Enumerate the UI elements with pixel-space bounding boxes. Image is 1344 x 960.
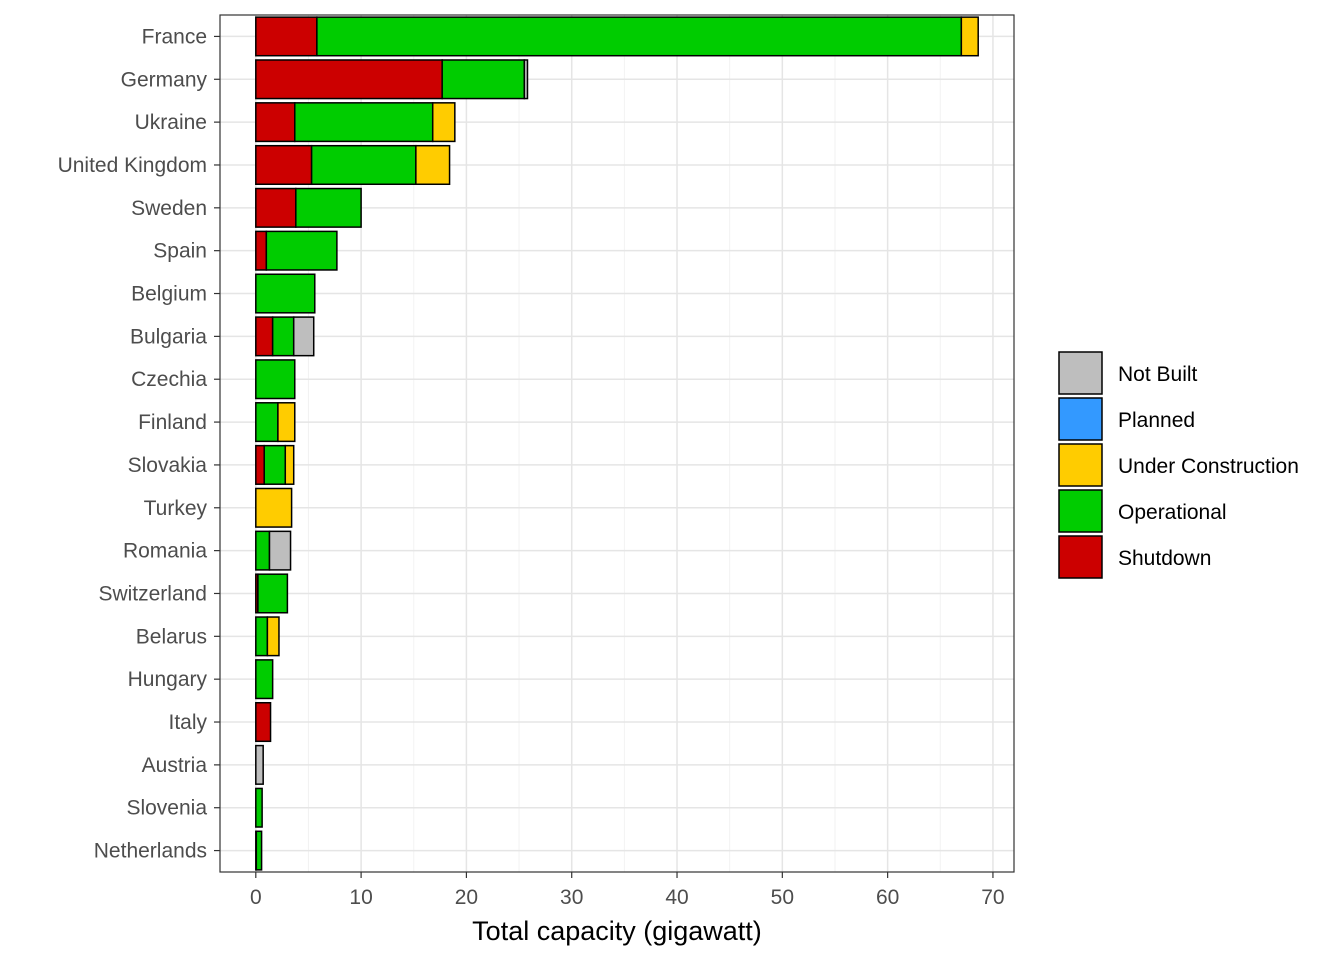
x-tick-label: 30 [560,886,583,909]
legend-key-planned [1058,397,1103,441]
bar-italy-shutdown [255,701,272,743]
bar-hungary-operational [255,659,274,700]
bar-ukraine-under-construction [431,102,456,143]
bar-germany-not-built [523,59,529,100]
bar-slovenia-operational [255,787,263,828]
x-axis: 0 10 20 30 40 50 60 70 [250,872,1005,909]
y-tick-label: Slovenia [126,797,207,820]
y-tick-label: Ukraine [135,111,207,134]
legend-key-not-built [1058,351,1103,395]
bar-bulgaria-not-built [292,316,315,357]
y-tick-label: Spain [153,240,207,263]
bars [255,16,979,871]
bar-bulgaria-operational [271,316,295,357]
bar-romania-operational [255,530,271,571]
bar-spain-shutdown [255,230,268,271]
y-tick-label: Bulgaria [130,325,207,348]
bar-france-shutdown [255,16,318,57]
y-tick-label: United Kingdom [58,154,207,177]
y-axis: France Germany Ukraine United Kingdom Sweden… [58,25,220,863]
bar-belgium-operational [255,273,316,314]
bar-sweden-operational [295,187,362,228]
bar-france-operational [316,16,963,57]
x-tick-label: 10 [349,886,372,909]
bar-switzerland-operational [257,573,289,614]
bar-turkey-under-construction [255,487,293,528]
plot-panel-border [219,14,1015,873]
y-tick-label: Romania [123,540,207,563]
x-tick-label: 60 [876,886,899,909]
bar-france-under-construction [960,16,979,57]
x-axis-title: Total capacity (gigawatt) [472,916,762,946]
y-tick-label: Netherlands [94,840,207,863]
x-tick-label: 50 [771,886,794,909]
y-tick-label: Germany [121,68,208,91]
y-tick-label: Belgium [131,283,207,306]
plot-panel-background [220,15,1014,872]
legend-key-operational [1058,489,1103,533]
bar-netherlands-operational [255,830,263,871]
y-tick-label: Finland [138,411,207,434]
x-tick-label: 70 [981,886,1004,909]
y-tick-label: Turkey [144,497,208,520]
legend-label-operational: Operational [1118,501,1227,524]
bar-slovakia-operational [263,444,287,485]
y-tick-label: Slovakia [128,454,208,477]
grid-lines [220,15,1014,872]
bar-czechia-operational [255,359,296,400]
y-tick-label: Switzerland [98,582,207,605]
x-tick-label: 20 [455,886,478,909]
bar-sweden-shutdown [255,187,297,228]
y-tick-label: France [142,25,207,48]
bar-ukraine-shutdown [255,102,296,143]
bar-austria-not-built [255,744,264,785]
y-tick-label: Czechia [131,368,207,391]
legend-label-under-construction: Under Construction [1118,455,1299,478]
bar-romania-not-built [268,530,292,571]
bar-bulgaria-shutdown [255,316,274,357]
y-tick-label: Hungary [128,668,208,691]
bar-finland-under-construction [277,402,296,443]
bar-slovakia-under-construction [284,444,295,485]
bar-united-kingdom-under-construction [415,144,451,186]
bar-germany-operational [441,59,526,100]
bar-ukraine-operational [294,102,434,143]
y-tick-label: Sweden [131,197,207,220]
bar-belarus-under-construction [266,616,280,657]
legend: Not Built Planned Under Construction Operat… [1058,351,1299,579]
legend-key-under-construction [1058,443,1103,487]
bar-united-kingdom-operational [310,144,417,186]
legend-label-shutdown: Shutdown [1118,547,1211,570]
bar-united-kingdom-shutdown [255,144,313,186]
x-tick-label: 40 [665,886,688,909]
bar-slovakia-shutdown [255,444,265,485]
legend-key-shutdown [1058,535,1103,579]
y-tick-label: Austria [142,754,208,777]
x-tick-label: 0 [250,886,262,909]
legend-label-planned: Planned [1118,409,1195,432]
bar-belarus-operational [255,616,269,657]
y-tick-label: Belarus [136,625,207,648]
legend-label-not-built: Not Built [1118,363,1198,386]
y-tick-label: Italy [168,711,207,734]
bar-finland-operational [255,402,279,443]
bar-spain-operational [265,230,338,271]
bar-germany-shutdown [255,59,443,100]
